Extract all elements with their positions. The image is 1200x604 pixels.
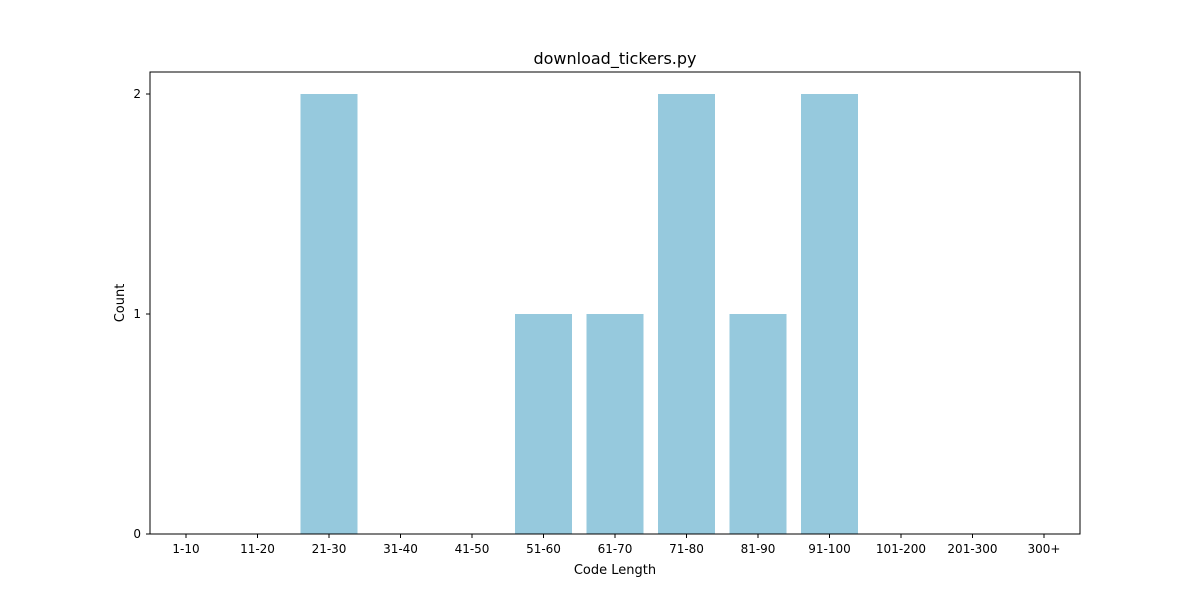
x-tick-label: 71-80 [669,542,704,556]
bar-61-70 [586,314,644,534]
y-axis-label: Count [113,284,128,323]
chart-title: download_tickers.py [533,49,696,69]
x-tick-label: 81-90 [741,542,776,556]
x-tick-label: 11-20 [240,542,275,556]
bar-21-30 [300,94,358,534]
bar-71-80 [658,94,715,534]
y-tick-label: 1 [133,307,141,321]
x-tick-label: 1-10 [172,542,199,556]
x-tick-label: 21-30 [312,542,347,556]
x-axis: 1-10 11-20 21-30 31-40 41-50 51-60 61-70 71-80 8… [172,534,1060,556]
x-tick-label: 51-60 [526,542,561,556]
bar-81-90 [729,314,787,534]
x-tick-label: 41-50 [455,542,490,556]
y-tick-label: 2 [133,87,141,101]
bar-91-100 [801,94,858,534]
x-tick-label: 91-100 [808,542,851,556]
y-tick-label: 0 [133,527,141,541]
x-tick-label: 300+ [1028,542,1061,556]
x-tick-label: 101-200 [876,542,926,556]
y-axis: 0 1 2 [133,87,150,541]
bar-51-60 [515,314,572,534]
bars-group [300,94,858,534]
x-tick-label: 61-70 [598,542,633,556]
x-axis-label: Code Length [574,563,656,578]
x-tick-label: 31-40 [383,542,418,556]
x-tick-label: 201-300 [947,542,997,556]
